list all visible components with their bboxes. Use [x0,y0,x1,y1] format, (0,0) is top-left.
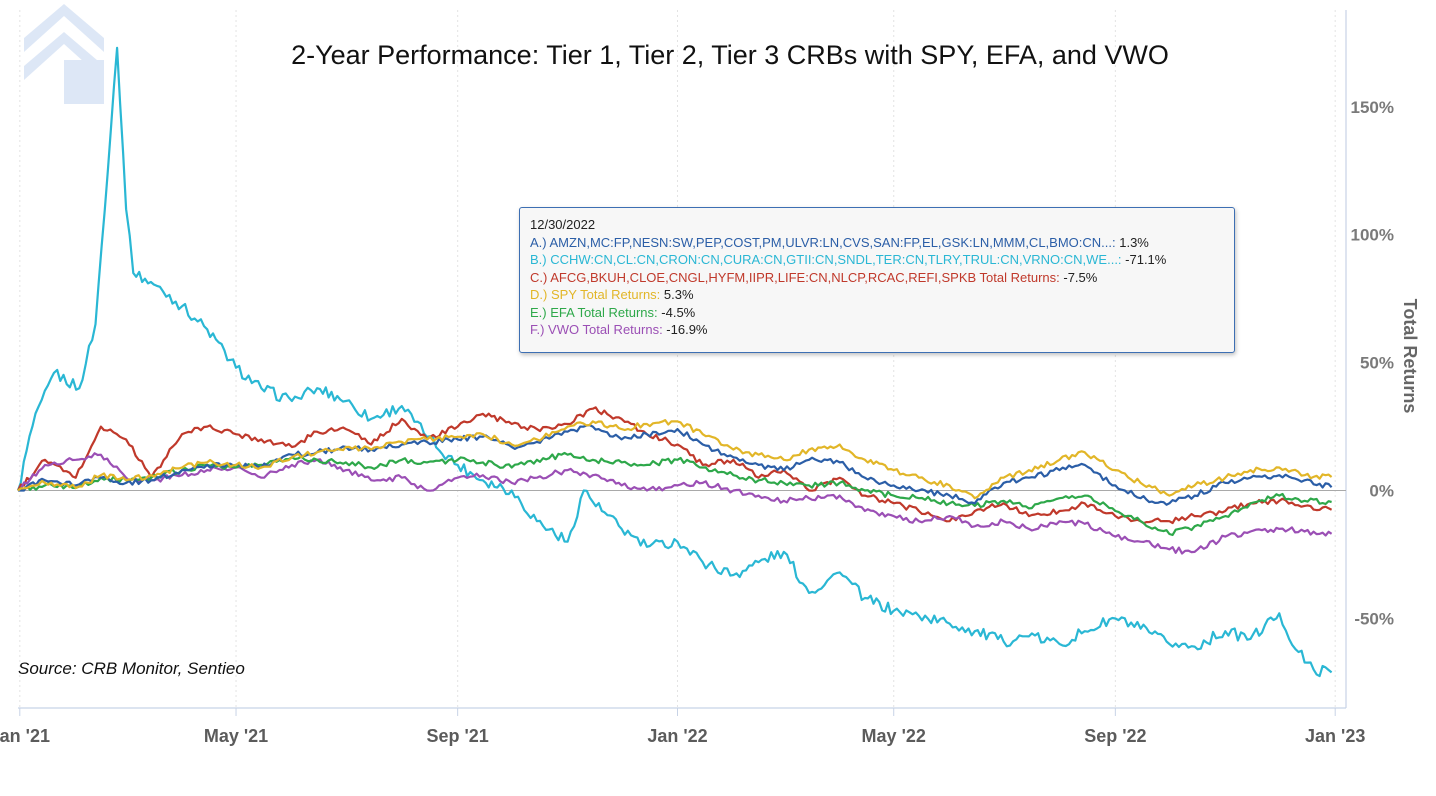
x-tick-label: May '22 [862,726,926,746]
x-tick-label: Sep '21 [426,726,488,746]
y-tick-label: 150% [1351,98,1394,117]
chart-title: 2-Year Performance: Tier 1, Tier 2, Tier… [291,40,1169,70]
y-tick-label: 50% [1360,354,1394,373]
tooltip-entry-value: -71.1% [1121,252,1167,267]
tooltip-entry-value: -16.9% [662,322,708,337]
tooltip-entry-label: D.) SPY Total Returns: [530,287,661,302]
tooltip-entry-value: -4.5% [657,304,696,320]
series-line [16,46,1333,678]
tooltip-entry: E.) EFA Total Returns: -4.5% [530,304,1224,322]
source-note: Source: CRB Monitor, Sentieo [18,659,245,678]
y-tick-label: -50% [1354,609,1394,628]
x-axis-ticks: Jan '21 May '21 Sep '21 Jan '22 May '22 Sep '… [0,708,1365,746]
tooltip-entry-label: A.) AMZN,MC:FP,NESN:SW,PEP,COST,PM,ULVR:… [530,234,1116,250]
x-tick-label: Jan '21 [0,726,50,746]
watermark-logo [24,4,104,104]
tooltip-date: 12/30/2022 [530,217,596,232]
series-lines [16,46,1333,678]
tooltip-entry: F.) VWO Total Returns: -16.9% [530,321,1224,339]
tooltip-entry-label: C.) AFCG,BKUH,CLOE,CNGL,HYFM,IIPR,LIFE:C… [530,269,1060,285]
x-tick-label: Jan '23 [1305,726,1365,746]
series-line [18,424,1333,506]
x-tick-label: Sep '22 [1084,726,1146,746]
y-tick-label: 0% [1369,482,1394,501]
series-line [17,419,1333,500]
y-axis-label: Total Returns [1400,299,1420,414]
tooltip-entry: B.) CCHW:CN,CL:CN,CRON:CN,CURA:CN,GTII:C… [530,251,1224,269]
tooltip-entry-value: 5.3% [660,287,694,302]
x-tick-label: Jan '22 [647,726,707,746]
x-tick-label: May '21 [204,726,268,746]
tooltip-entry-label: F.) VWO Total Returns: [530,322,663,337]
tooltip-entry-value: 1.3% [1115,234,1149,250]
tooltip-entry: A.) AMZN,MC:FP,NESN:SW,PEP,COST,PM,ULVR:… [530,234,1224,252]
series-line [17,451,1332,537]
y-tick-label: 100% [1351,226,1394,245]
tooltip-entry: C.) AFCG,BKUH,CLOE,CNGL,HYFM,IIPR,LIFE:C… [530,269,1224,287]
tooltip-entry-label: B.) CCHW:CN,CL:CN,CRON:CN,CURA:CN,GTII:C… [530,252,1122,267]
y-axis-ticks: 150% 100% 50% 0% -50% [1351,98,1394,629]
tooltip-entry-label: E.) EFA Total Returns: [530,304,658,320]
x-gridlines [19,10,1336,708]
tooltip-entries: A.) AMZN,MC:FP,NESN:SW,PEP,COST,PM,ULVR:… [530,234,1224,339]
tooltip-entry: D.) SPY Total Returns: 5.3% [530,286,1224,304]
series-line [17,406,1333,525]
hover-tooltip: 12/30/2022 A.) AMZN,MC:FP,NESN:SW,PEP,CO… [519,207,1235,353]
tooltip-entry-value: -7.5% [1059,269,1098,285]
